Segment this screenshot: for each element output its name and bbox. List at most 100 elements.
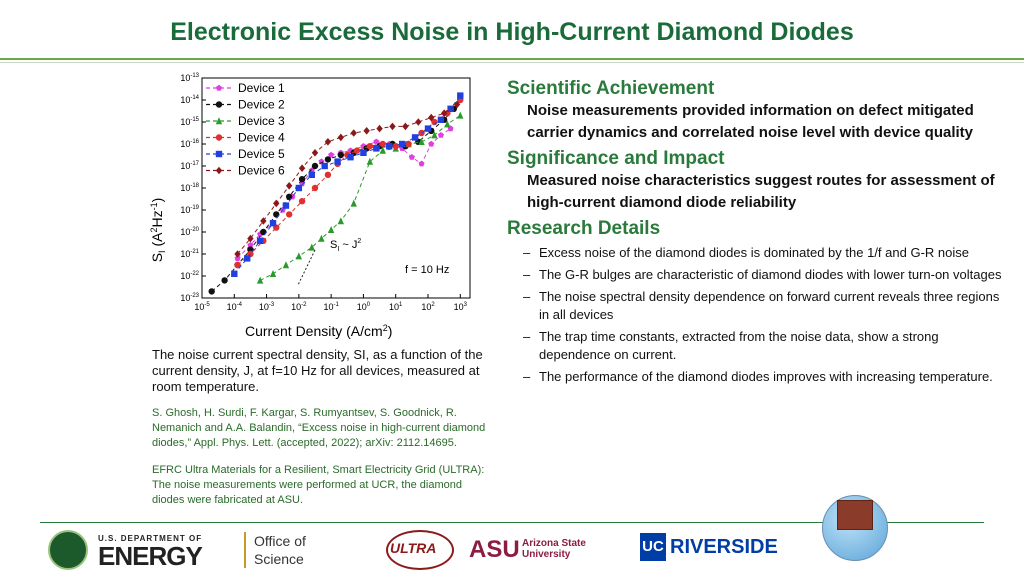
- svg-text:SI ~ J2: SI ~ J2: [330, 238, 361, 253]
- slope-sub: I: [337, 246, 339, 253]
- data-point: [386, 143, 393, 150]
- data-point: [295, 184, 303, 192]
- data-point: [453, 100, 461, 109]
- y-axis-label: SI (A2Hz-1): [150, 198, 167, 263]
- data-point: [308, 171, 315, 178]
- data-point: [247, 242, 254, 248]
- asu-name: Arizona State University: [522, 538, 586, 560]
- data-point: [285, 193, 293, 200]
- data-point: [221, 277, 228, 284]
- legend-marker: [215, 101, 223, 108]
- y-tick-label: 10-19: [180, 205, 199, 215]
- legend-label: Device 4: [238, 131, 285, 145]
- y-tick-label: 10-20: [180, 227, 199, 237]
- data-point: [273, 211, 280, 218]
- doe-divider: [244, 532, 246, 568]
- data-point: [398, 140, 406, 148]
- data-point: [311, 149, 319, 157]
- data-point: [282, 202, 290, 209]
- data-point: [324, 138, 332, 146]
- data-point: [418, 138, 425, 145]
- legend-label: Device 5: [238, 147, 285, 161]
- svg-text:Current Density (A/cm2): Current Density (A/cm2): [245, 323, 392, 339]
- data-point: [327, 226, 335, 233]
- x-tick-label: 10-5: [194, 302, 210, 312]
- slope-mid: ~ J: [339, 239, 357, 251]
- data-point: [318, 158, 325, 165]
- data-point: [440, 109, 448, 117]
- y-tick-label: 10-23: [180, 293, 199, 303]
- x-axis-label: Current Density (A/cm2): [245, 323, 392, 339]
- data-point: [295, 252, 303, 260]
- data-point: [379, 140, 386, 148]
- data-point: [431, 131, 438, 139]
- data-point: [428, 140, 435, 147]
- data-point: [437, 116, 445, 123]
- data-point: [234, 255, 241, 261]
- data-point: [324, 171, 332, 178]
- legend-marker: [215, 117, 223, 125]
- legend-marker: [215, 134, 223, 141]
- data-point: [350, 129, 357, 137]
- legend-label: Device 2: [238, 98, 285, 112]
- data-point: [324, 156, 332, 163]
- y-tick-label: 10-21: [180, 249, 199, 259]
- data-point: [285, 182, 293, 190]
- data-point: [243, 255, 251, 262]
- data-point: [437, 132, 444, 138]
- y-tick-label: 10-14: [180, 95, 199, 105]
- data-point: [318, 234, 325, 242]
- x-tick-label: 103: [454, 302, 468, 312]
- data-point: [379, 146, 386, 154]
- data-point: [308, 243, 315, 251]
- doe-seal-icon: [48, 530, 88, 570]
- title-rule: [0, 58, 1024, 60]
- doe-small-text: U.S. DEPARTMENT OF: [98, 534, 203, 543]
- data-point: [444, 120, 451, 128]
- asu-line1: Arizona State: [522, 538, 586, 549]
- ylabel-unit1: (A: [150, 232, 165, 251]
- data-point: [457, 92, 464, 99]
- data-point: [334, 158, 341, 165]
- data-point: [269, 270, 277, 277]
- data-point: [402, 122, 409, 131]
- data-point: [411, 134, 419, 141]
- ucr-logo-mark: UC: [640, 533, 666, 561]
- data-point: [260, 217, 267, 225]
- research-heading: Research Details: [507, 218, 661, 239]
- x-tick-label: 10-4: [227, 302, 243, 312]
- ylabel-s: S: [150, 253, 165, 262]
- x-tick-label: 10-3: [259, 302, 275, 312]
- asu-line2: University: [522, 549, 571, 560]
- ylabel-end: ): [150, 198, 165, 203]
- legend-entry: Device 6: [206, 164, 285, 178]
- data-point: [373, 145, 380, 152]
- x-tick-label: 10-2: [291, 302, 307, 312]
- data-point: [256, 276, 264, 284]
- data-point: [298, 164, 306, 172]
- significance-body: Measured noise characteristics suggest r…: [527, 172, 995, 211]
- chart-axes: 10-5 10-4 10-3 10-2 10-1 100 101 102 103 10-23 10-…: [180, 73, 471, 312]
- series-5: [231, 92, 464, 277]
- xlabel-end: ): [388, 323, 393, 339]
- data-point: [298, 176, 306, 183]
- data-point: [234, 261, 241, 269]
- data-point: [234, 250, 241, 258]
- data-point: [447, 105, 454, 112]
- y-tick-label: 10-15: [180, 117, 199, 127]
- office-of-science: Office of Science: [254, 532, 306, 568]
- legend-entry: Device 1: [206, 81, 285, 95]
- chart-legend: Device 1 Device 2 Device 3 Device 4 Device 5…: [206, 81, 285, 178]
- data-point: [353, 147, 361, 154]
- data-point: [376, 124, 383, 133]
- significance-heading: Significance and Impact: [507, 148, 725, 169]
- data-point: [337, 133, 345, 142]
- data-point: [247, 234, 254, 243]
- legend-label: Device 3: [238, 114, 285, 128]
- asu-logo: ASU: [469, 536, 520, 563]
- data-point: [311, 162, 319, 170]
- doe-big-text: ENERGY: [98, 541, 203, 571]
- data-point: [408, 154, 415, 160]
- data-point: [363, 127, 370, 135]
- right-column: Scientific Achievement Noise measurement…: [507, 78, 1007, 390]
